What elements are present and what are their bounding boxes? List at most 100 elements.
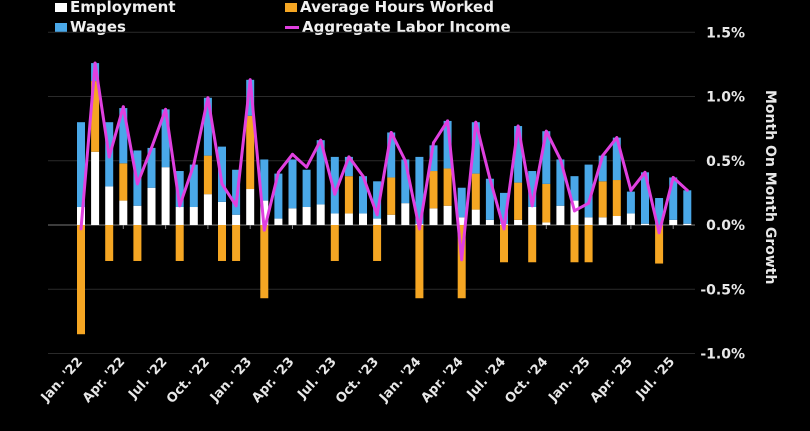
bar-wages xyxy=(641,172,649,224)
bar-employment xyxy=(626,213,635,225)
bar-employment xyxy=(669,219,678,225)
point-aggregate-labor-income xyxy=(164,107,168,111)
bar-employment xyxy=(288,208,297,225)
bar-wages xyxy=(542,131,551,184)
x-tick-label: Jul. '25 xyxy=(633,355,678,403)
point-aggregate-labor-income xyxy=(629,188,633,192)
legend-swatch-hours xyxy=(285,2,297,12)
bar-employment xyxy=(344,213,353,225)
bar-wages xyxy=(161,109,170,168)
bar-employment xyxy=(387,214,396,225)
bar-wages xyxy=(669,177,678,220)
point-aggregate-labor-income xyxy=(615,136,619,140)
bar-wages xyxy=(429,145,438,172)
bar-wages xyxy=(119,108,128,164)
bar-wages xyxy=(457,187,466,218)
bar-wages xyxy=(260,159,269,201)
point-aggregate-labor-income xyxy=(121,105,125,109)
bar-wages xyxy=(683,190,692,224)
bar-wages xyxy=(598,155,607,182)
bar-hours xyxy=(175,225,184,261)
bar-wages xyxy=(373,181,382,219)
point-aggregate-labor-income xyxy=(488,177,492,181)
bar-hours xyxy=(415,225,424,299)
point-aggregate-labor-income xyxy=(291,152,294,156)
legend-swatch-wages xyxy=(55,22,67,32)
bar-hours xyxy=(119,163,128,201)
point-aggregate-labor-income xyxy=(135,182,139,186)
bar-employment xyxy=(203,194,212,225)
bar-wages xyxy=(556,159,565,206)
x-tick-label: Jan. '22 xyxy=(38,355,86,406)
point-aggregate-labor-income xyxy=(587,201,591,205)
bar-hours xyxy=(260,225,269,299)
legend-label: Average Hours Worked xyxy=(300,0,494,16)
point-aggregate-labor-income xyxy=(107,155,111,159)
bar-employment xyxy=(457,217,466,225)
bar-employment xyxy=(612,216,621,225)
point-aggregate-labor-income xyxy=(192,163,196,167)
bar-hours xyxy=(542,183,551,223)
point-aggregate-labor-income xyxy=(657,231,661,235)
bar-employment xyxy=(598,217,607,225)
bar-wages xyxy=(274,173,283,219)
bar-hours xyxy=(443,168,452,206)
line-aggregate-labor-income xyxy=(79,61,689,262)
bar-employment xyxy=(246,189,255,225)
bar-employment xyxy=(485,219,494,225)
bar-employment xyxy=(471,209,480,225)
point-aggregate-labor-income xyxy=(403,159,407,163)
bar-hours xyxy=(330,225,339,261)
y-tick-label: -1.0% xyxy=(700,347,745,363)
bar-hours xyxy=(514,182,523,220)
y-tick-label: -0.5% xyxy=(700,282,745,298)
bar-employment xyxy=(147,187,156,225)
bar-hours xyxy=(344,176,353,214)
bar-employment xyxy=(316,204,325,225)
bar-hours xyxy=(457,225,466,299)
bar-hours xyxy=(655,225,664,264)
x-tick-label: Jan. '25 xyxy=(545,355,593,406)
bar-employment xyxy=(556,205,565,225)
point-aggregate-labor-income xyxy=(516,124,520,128)
bar-wages xyxy=(232,169,241,215)
bar-hours xyxy=(500,225,508,263)
bar-hours xyxy=(584,225,593,263)
bar-employment xyxy=(373,218,382,225)
bar-employment xyxy=(359,213,367,225)
bar-employment xyxy=(232,214,241,225)
bar-wages xyxy=(612,137,621,181)
y-tick-label: 0.0% xyxy=(706,218,745,234)
bar-employment xyxy=(330,213,339,225)
point-aggregate-labor-income xyxy=(79,227,83,231)
point-aggregate-labor-income xyxy=(502,227,506,231)
bar-hours xyxy=(429,171,438,209)
point-aggregate-labor-income xyxy=(248,78,252,82)
x-tick-label: Jan. '23 xyxy=(207,355,255,406)
bar-wages xyxy=(77,122,85,208)
bar-hours xyxy=(598,181,607,218)
bar-wages xyxy=(147,147,156,188)
bar-employment xyxy=(683,223,692,225)
x-tick-label: Oct. '24 xyxy=(502,355,551,407)
bar-wages xyxy=(387,132,396,178)
point-aggregate-labor-income xyxy=(361,174,365,178)
point-aggregate-labor-income xyxy=(544,129,548,133)
legend-label: Aggregate Labor Income xyxy=(302,18,511,36)
y-axis-title: Month On Month Growth xyxy=(762,90,778,284)
bar-hours xyxy=(91,81,100,152)
bar-wages xyxy=(528,171,537,208)
x-tick-label: Oct. '22 xyxy=(164,355,213,407)
bar-hours xyxy=(471,173,480,210)
bar-employment xyxy=(584,217,593,225)
bar-hours xyxy=(77,225,85,335)
bar-hours xyxy=(570,225,579,263)
point-aggregate-labor-income xyxy=(671,175,675,179)
bar-employment xyxy=(429,208,438,225)
bar-employment xyxy=(641,223,649,225)
bar-employment xyxy=(542,222,551,225)
point-aggregate-labor-income xyxy=(347,155,351,159)
y-tick-label: 1.5% xyxy=(706,25,745,41)
bar-wages xyxy=(359,176,367,214)
bar-employment xyxy=(175,207,184,225)
